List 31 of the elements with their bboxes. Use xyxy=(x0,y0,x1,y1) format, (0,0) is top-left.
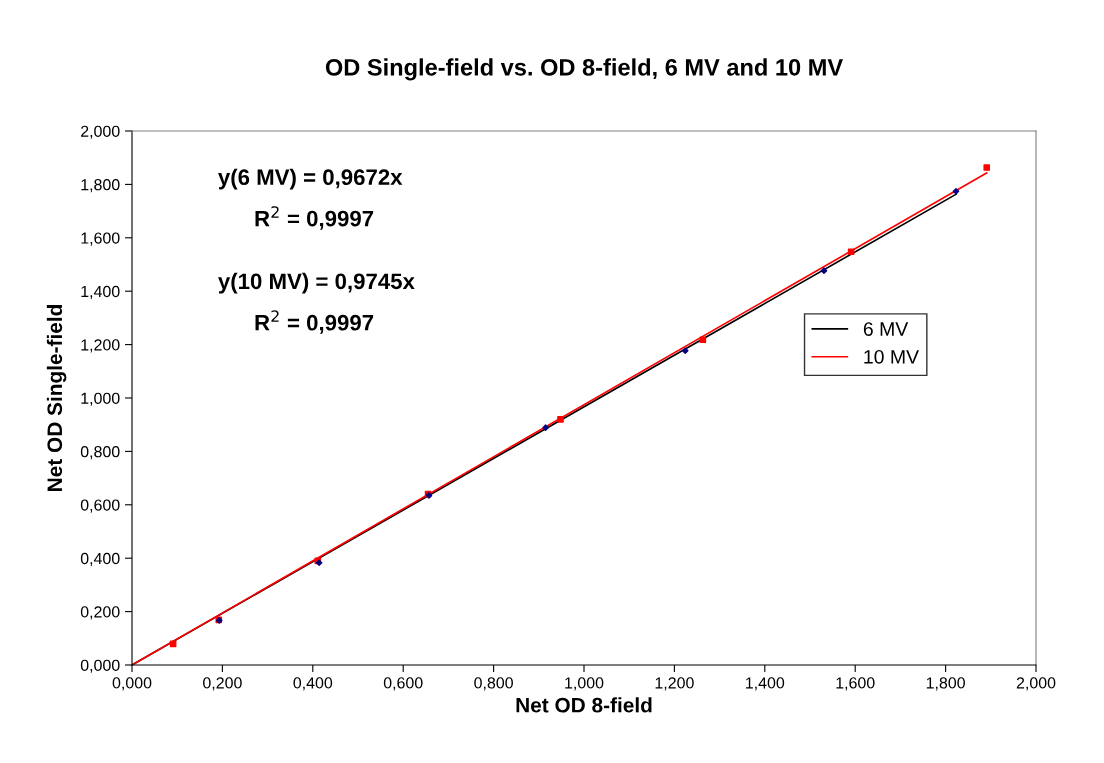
y-tick-label: 0,600 xyxy=(80,499,120,513)
y-tick-label: 0,000 xyxy=(80,659,120,673)
y-axis-title: Net OD Single-field xyxy=(46,305,67,491)
legend-label: 10 MV xyxy=(864,349,919,364)
chart-title: OD Single-field vs. OD 8-field, 6 MV and 10 MV xyxy=(325,58,843,81)
annotation: y(6 MV) = 0,9672x xyxy=(218,168,403,190)
legend-label: 6 MV xyxy=(863,322,909,336)
y-tick-label: 1,000 xyxy=(81,392,120,406)
x-axis-title: Net OD 8-field xyxy=(516,697,652,713)
annotation: R$^{2}$ = 0,9997 xyxy=(255,206,374,230)
y-tick-label: 1,400 xyxy=(81,285,120,300)
y-tick-label: 0,800 xyxy=(80,446,120,460)
x-tick-label: 0,600 xyxy=(383,677,423,691)
y-tick-label: 1,600 xyxy=(81,232,120,246)
x-tick-label: 1,600 xyxy=(836,677,875,691)
x-tick-label: 2,000 xyxy=(1016,677,1056,691)
y-tick-label: 1,200 xyxy=(81,339,120,353)
y-tick-label: 1,800 xyxy=(81,179,120,193)
x-tick-label: 1,400 xyxy=(746,677,785,691)
annotation: y(10 MV) = 0,9745x xyxy=(218,272,415,294)
y-tick-label: 0,200 xyxy=(80,606,120,620)
x-tick-label: 0,200 xyxy=(203,677,242,691)
x-tick-label: 1,200 xyxy=(655,677,694,691)
x-tick-label: 1,000 xyxy=(565,677,604,691)
x-tick-label: 0,800 xyxy=(474,677,513,691)
x-tick-label: 0,000 xyxy=(112,677,152,691)
x-tick-label: 0,400 xyxy=(293,677,333,691)
annotation: R$^{2}$ = 0,9997 xyxy=(255,310,374,334)
y-tick-label: 2,000 xyxy=(81,125,120,139)
x-tick-label: 1,800 xyxy=(926,677,965,691)
y-tick-label: 0,400 xyxy=(80,552,120,567)
